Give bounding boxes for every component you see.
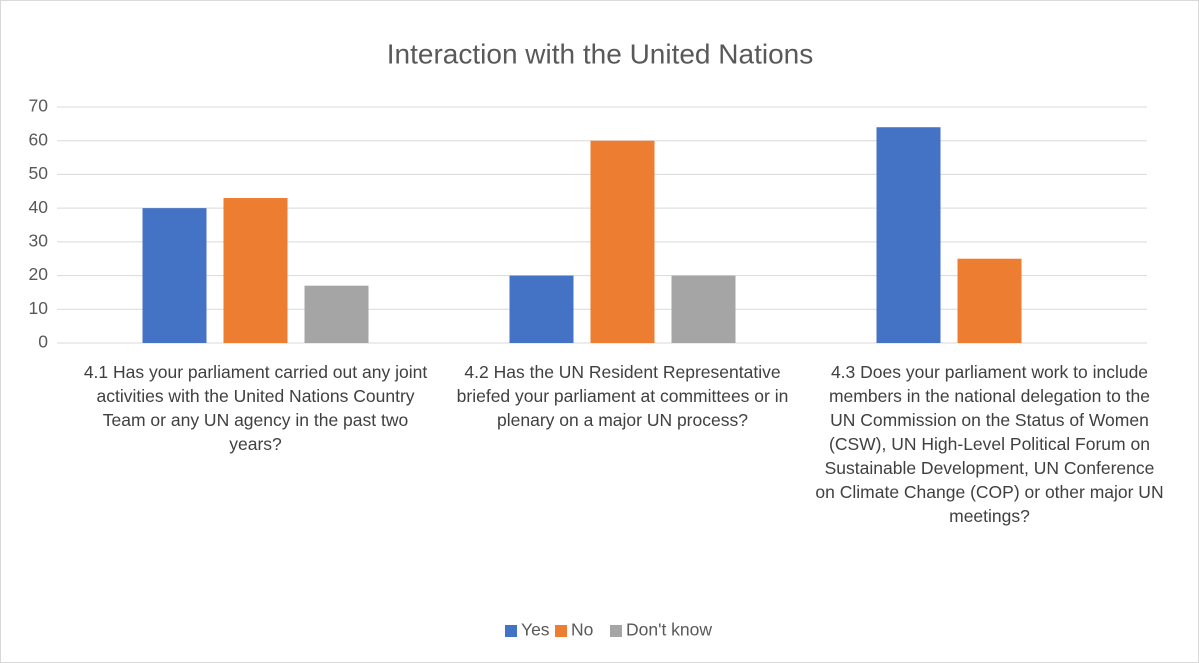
y-tick-label: 50 — [29, 163, 49, 183]
bar — [304, 285, 369, 343]
legend-label: No — [571, 620, 593, 640]
y-tick-label: 10 — [29, 298, 49, 318]
bar — [671, 275, 736, 343]
legend-label: Don't know — [626, 620, 712, 640]
x-tick-label: 4.1 Has your parliament carried out any … — [83, 362, 428, 454]
chart-title: Interaction with the United Nations — [387, 38, 813, 69]
legend-label: Yes — [521, 620, 550, 640]
y-tick-label: 40 — [29, 197, 49, 217]
x-tick-label: 4.2 Has the UN Resident Representative b… — [456, 362, 789, 430]
bar — [957, 258, 1022, 343]
bar — [590, 140, 655, 343]
y-tick-label: 60 — [29, 129, 49, 149]
y-tick-label: 70 — [29, 96, 49, 116]
y-tick-label: 20 — [29, 264, 49, 284]
bar — [223, 198, 288, 343]
bar — [876, 127, 941, 343]
legend-swatch — [610, 625, 622, 637]
bar — [142, 208, 207, 343]
legend-swatch — [555, 625, 567, 637]
x-tick-label: 4.3 Does your parliament work to include… — [815, 362, 1164, 526]
y-tick-label: 30 — [29, 230, 49, 250]
bar — [509, 275, 574, 343]
legend-swatch — [505, 625, 517, 637]
y-tick-label: 0 — [38, 332, 48, 352]
